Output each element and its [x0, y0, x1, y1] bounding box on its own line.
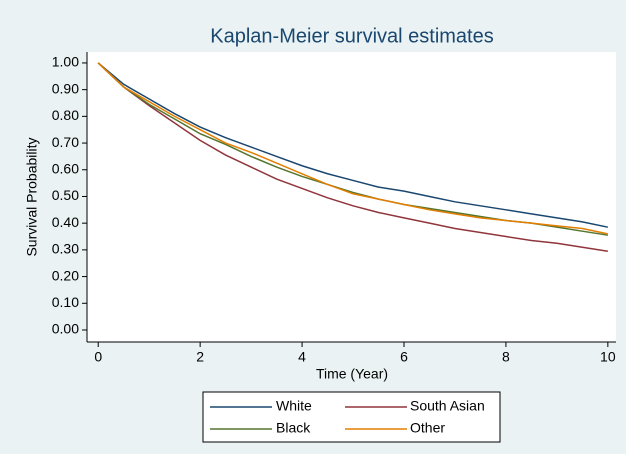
- y-tick-label: 0.20: [52, 267, 79, 283]
- y-tick-label: 0.00: [52, 321, 79, 337]
- series-line: [97, 62, 608, 235]
- chart-title: Kaplan-Meier survival estimates: [210, 25, 493, 47]
- y-tick-label: 0.30: [52, 241, 79, 257]
- legend: [202, 391, 501, 443]
- y-axis-label: Survival Probability: [24, 137, 40, 256]
- series-line: [97, 62, 608, 252]
- y-tick-label: 0.40: [52, 214, 79, 230]
- x-tick-label: 2: [196, 349, 204, 365]
- y-tick-label: 0.50: [52, 187, 79, 203]
- plot-area: [87, 52, 616, 342]
- y-tick-label: 0.10: [52, 294, 79, 310]
- legend-label: South Asian: [410, 398, 485, 414]
- x-tick-label: 4: [298, 349, 306, 365]
- x-tick-label: 10: [600, 349, 616, 365]
- y-tick-label: 1.00: [52, 54, 79, 70]
- legend-label: Black: [276, 420, 311, 436]
- x-tick-label: 0: [94, 349, 102, 365]
- y-tick-label: 0.80: [52, 107, 79, 123]
- x-axis-label: Time (Year): [316, 366, 388, 382]
- y-tick-label: 0.60: [52, 160, 79, 176]
- y-tick-label: 0.70: [52, 134, 79, 150]
- x-tick-label: 8: [502, 349, 510, 365]
- legend-label: Other: [410, 420, 445, 436]
- series-line: [97, 62, 608, 228]
- x-tick-label: 6: [400, 349, 408, 365]
- y-tick-label: 0.90: [52, 80, 79, 96]
- legend-label: White: [276, 398, 312, 414]
